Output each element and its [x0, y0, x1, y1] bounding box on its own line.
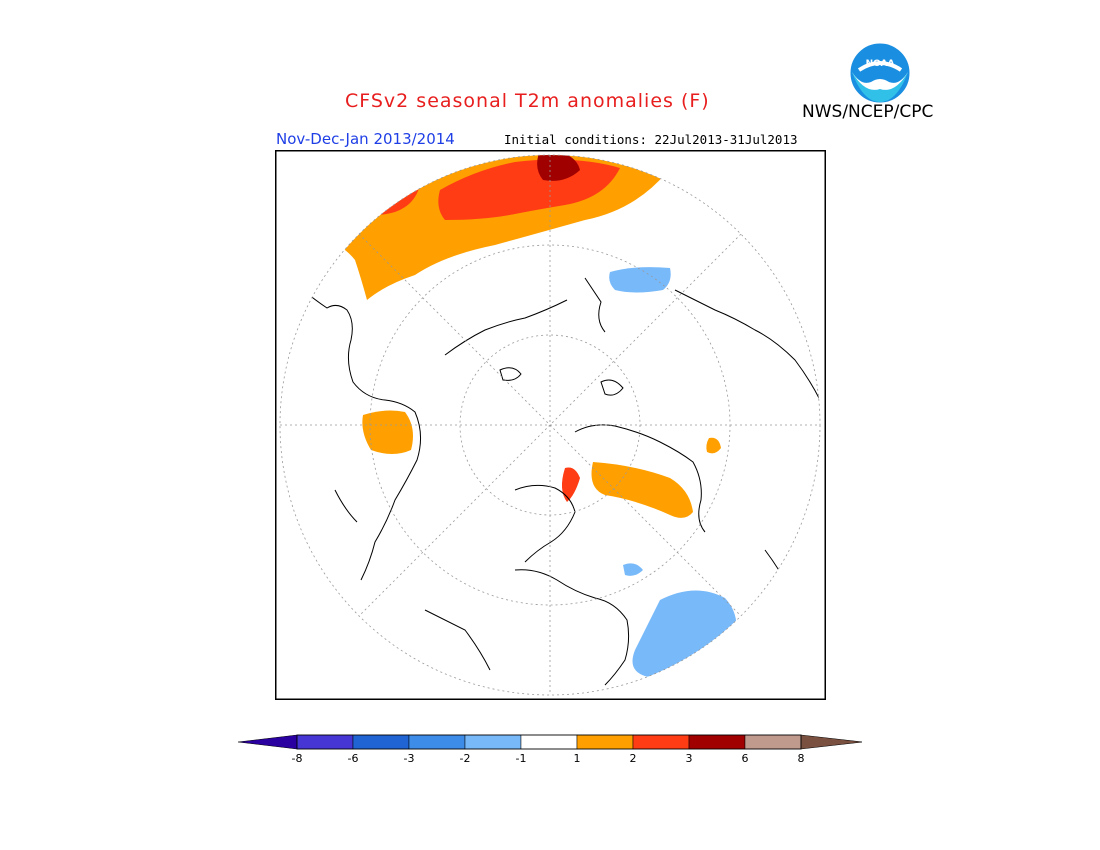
polar-map — [275, 150, 826, 700]
colorbar-bin — [520, 734, 578, 750]
colorbar-tick-label: -6 — [347, 752, 359, 765]
colorbar-frame — [296, 734, 802, 750]
colorbar-bin — [408, 734, 466, 750]
anomaly-region-hudson-neg — [623, 563, 643, 576]
anomaly-region-scandinavia — [561, 467, 580, 502]
anomaly-region-greenland-neg — [609, 267, 671, 293]
organization-label: NWS/NCEP/CPC — [802, 102, 934, 122]
colorbar-arrow-high — [800, 734, 862, 750]
colorbar-tick-label: -3 — [403, 752, 415, 765]
anomaly-region-pacific-2-3 — [438, 159, 620, 220]
noaa-logo: NOAA — [849, 42, 911, 108]
colorbar-bin — [464, 734, 522, 750]
colorbar-bin — [688, 734, 746, 750]
anomaly-region-small-east — [706, 437, 721, 454]
anomaly-region-russia-1-2 — [591, 462, 693, 518]
initial-conditions: Initial conditions: 22Jul2013-31Jul2013 — [504, 132, 798, 147]
forecast-period: Nov-Dec-Jan 2013/2014 — [276, 130, 455, 148]
anomaly-region-north-america-neg — [632, 590, 737, 678]
colorbar-tick-label: -2 — [459, 752, 471, 765]
map-title: CFSv2 seasonal T2m anomalies (F) — [345, 90, 710, 112]
colorbar-tick-label: -8 — [291, 752, 303, 765]
anomaly-region-asia-1-2 — [362, 410, 413, 454]
colorbar-tick-label: 3 — [685, 752, 693, 765]
colorbar-tick-label: 6 — [741, 752, 749, 765]
colorbar-tick-label: -1 — [515, 752, 527, 765]
colorbar-bin — [352, 734, 410, 750]
colorbar-bin — [632, 734, 690, 750]
colorbar-bin — [296, 734, 354, 750]
colorbar-tick-label: 8 — [797, 752, 805, 765]
anomaly-region-pacific-3-6 — [537, 155, 580, 181]
colorbar-labels: -8 -6 -3 -2 -1 1 2 3 6 8 — [0, 752, 1100, 768]
colorbar-tick-label: 2 — [629, 752, 637, 765]
colorbar-tick-label: 1 — [573, 752, 581, 765]
colorbar — [238, 734, 862, 750]
colorbar-bin — [576, 734, 634, 750]
noaa-logo-text: NOAA — [866, 59, 895, 69]
colorbar-arrow-low — [238, 734, 298, 750]
colorbar-bin — [744, 734, 802, 750]
